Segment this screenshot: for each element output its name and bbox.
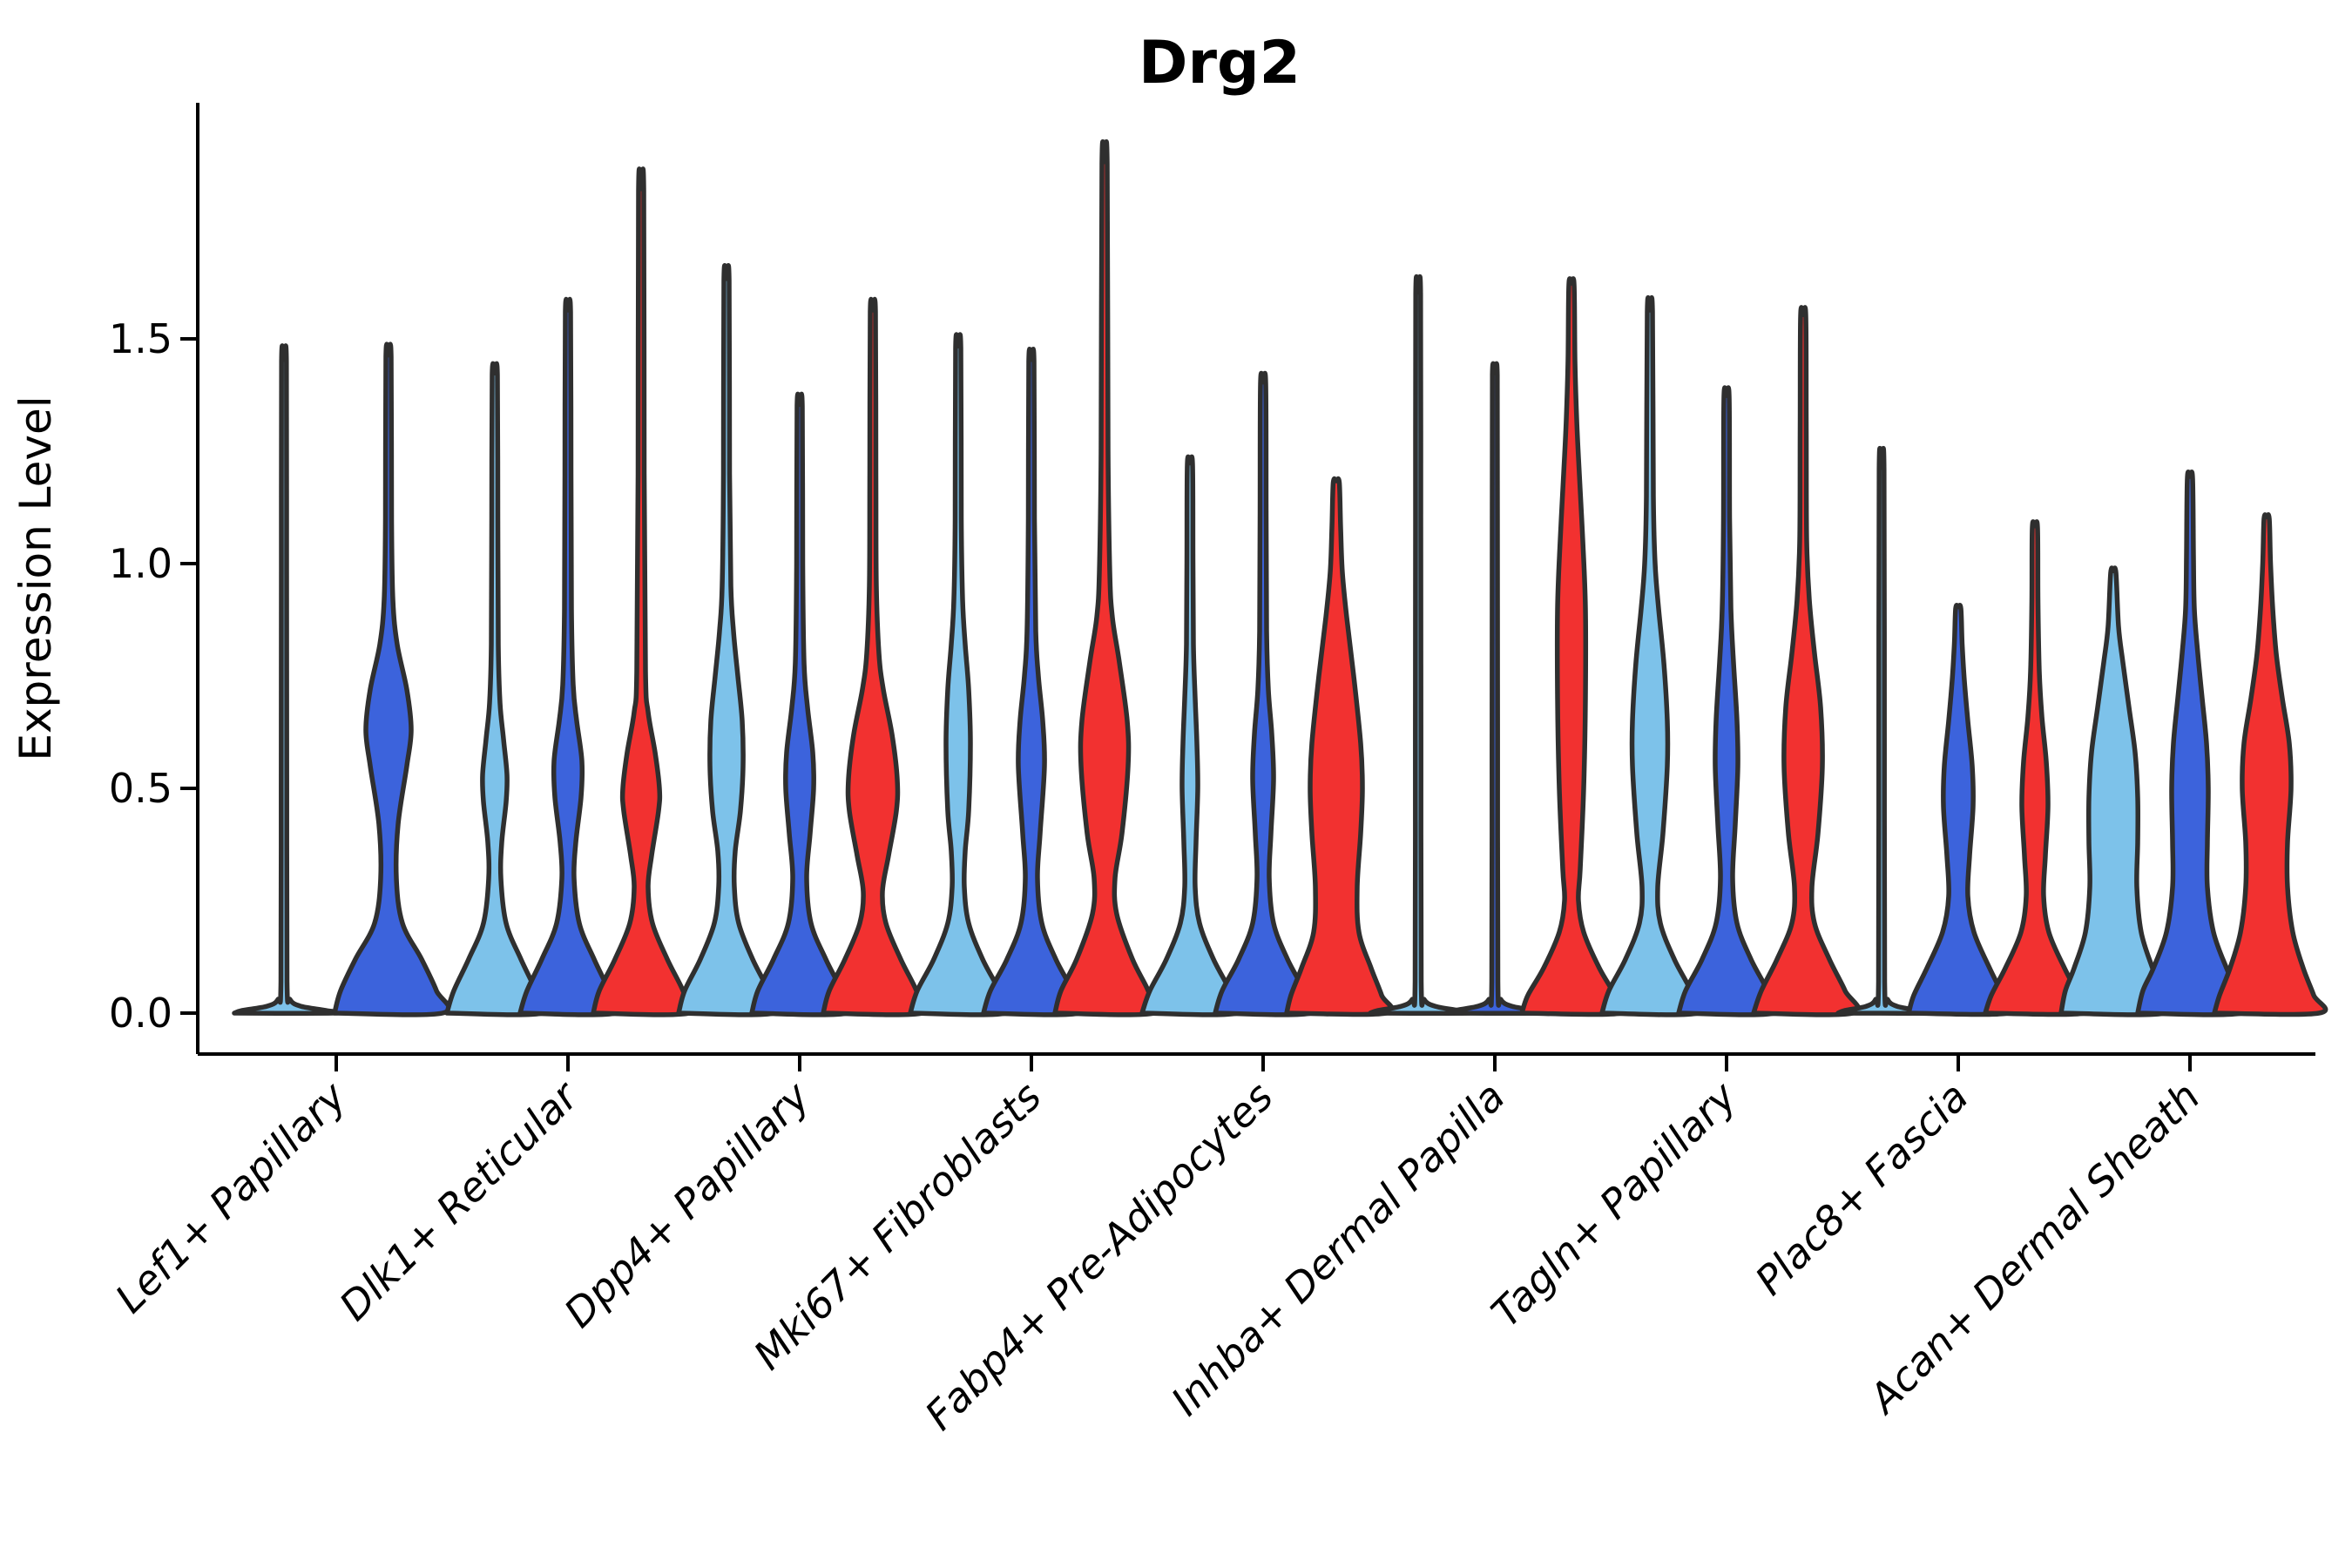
violin-fabp4-pre-adipocytes-red <box>1284 476 1396 1017</box>
violin-tagln-papillary-light_blue <box>1599 294 1707 1017</box>
violin-acan-dermal-sheath-light_blue <box>2058 565 2175 1017</box>
violin-plac8-fascia-red <box>1983 519 2093 1017</box>
violin-tagln-papillary-blue <box>1676 385 1783 1017</box>
violin-mki67-fibroblasts-red <box>1052 139 1163 1017</box>
violin-fabp4-pre-adipocytes-light_blue <box>1139 454 1247 1017</box>
y-axis-label: Expression Level <box>10 395 61 760</box>
violin-dpp4-papillary-light_blue <box>676 263 783 1017</box>
violin-dlk1-reticular-light_blue <box>444 361 551 1017</box>
y-tick-label: 1.5 <box>109 315 172 362</box>
y-tick-label: 0.5 <box>109 765 172 812</box>
violin-inhba-dermal-papilla-light_blue <box>1368 274 1475 1016</box>
x-tick-label: Dlk1+ Reticular <box>330 1071 589 1329</box>
violin-dlk1-reticular-red <box>591 166 698 1017</box>
x-tick-label: Lef1+ Papillary <box>106 1072 355 1321</box>
violin-dpp4-papillary-blue <box>749 391 856 1017</box>
violin-mki67-fibroblasts-blue <box>981 347 1088 1017</box>
y-axis-ticks: 0.0 0.5 1.0 1.5 <box>109 315 198 1037</box>
y-tick-label: 0.0 <box>109 990 172 1037</box>
violin-acan-dermal-sheath-blue <box>2135 470 2252 1017</box>
violin-lef1-papillary-blue <box>332 341 452 1017</box>
x-tick-label: Plac8+ Fascia <box>1746 1073 1977 1304</box>
chart-title: Drg2 <box>1139 29 1301 98</box>
violin-acan-dermal-sheath-red <box>2212 512 2328 1017</box>
violin-lef1-papillary-light_blue <box>232 343 342 1016</box>
violin-dpp4-papillary-red <box>821 296 931 1017</box>
violin-tagln-papillary-red <box>1751 305 1862 1017</box>
x-tick-label: Tagln+ Papillary <box>1482 1072 1746 1336</box>
violin-inhba-dermal-papilla-red <box>1519 276 1630 1017</box>
y-tick-label: 1.0 <box>109 540 172 587</box>
violin-plac8-fascia-light_blue <box>1835 445 1933 1016</box>
violin-plac8-fascia-blue <box>1906 603 2017 1017</box>
x-tick-label: Dpp4+ Papillary <box>555 1072 819 1336</box>
violin-mki67-fibroblasts-light_blue <box>908 332 1015 1017</box>
violin-dlk1-reticular-blue <box>517 296 625 1017</box>
violins-layer <box>232 139 2328 1017</box>
violin-fabp4-pre-adipocytes-blue <box>1213 370 1320 1017</box>
violin-inhba-dermal-papilla-blue <box>1444 361 1551 1016</box>
